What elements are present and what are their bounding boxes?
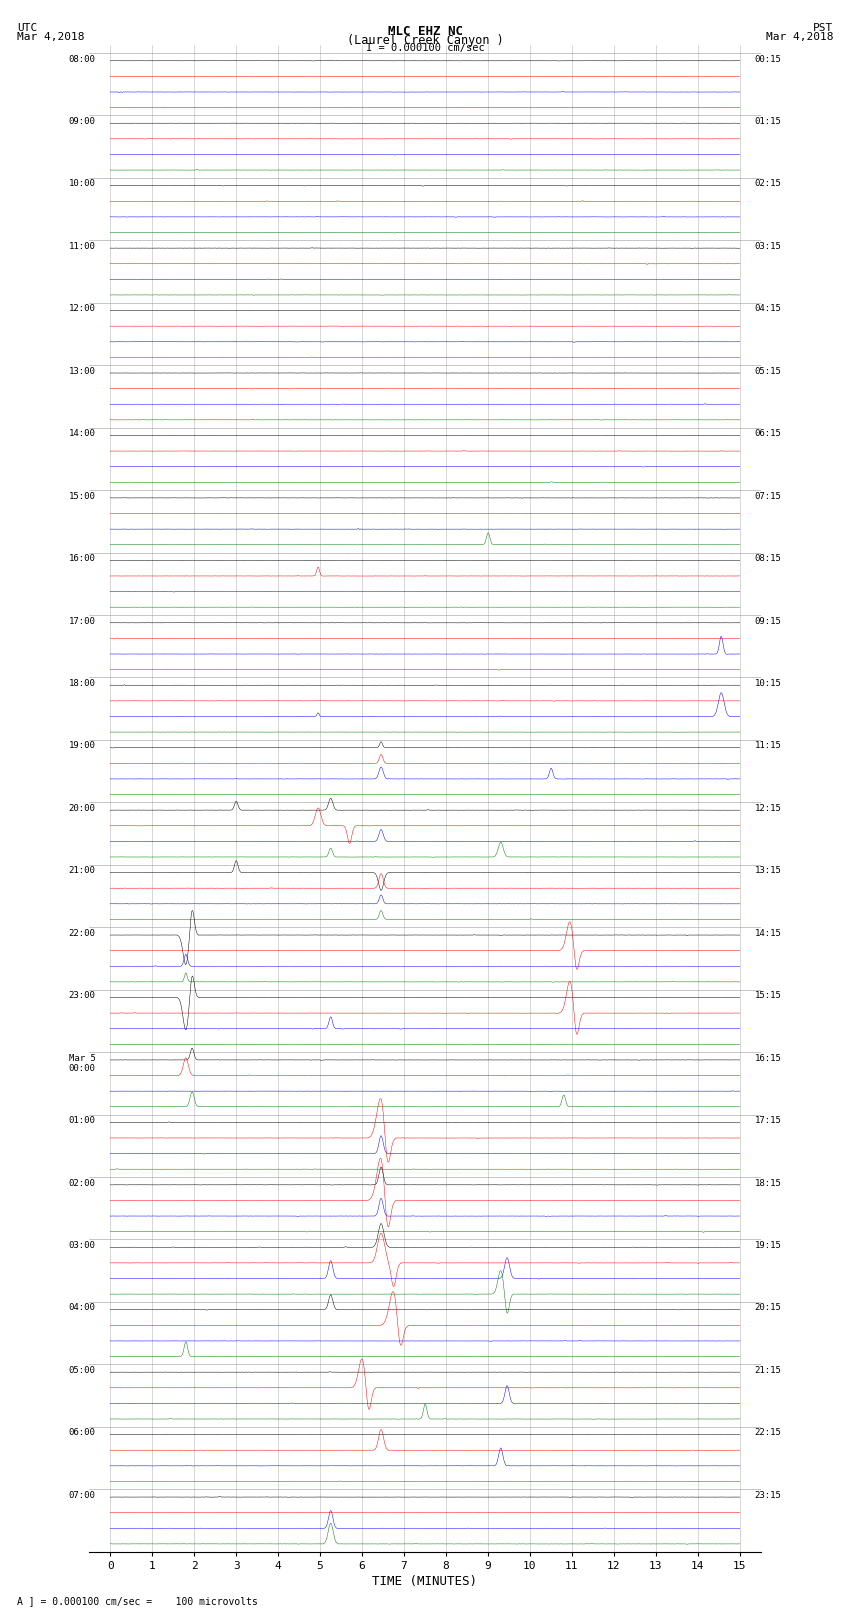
Text: 03:00: 03:00	[69, 1240, 95, 1250]
Text: 20:00: 20:00	[69, 803, 95, 813]
Text: 10:00: 10:00	[69, 179, 95, 189]
Text: 09:15: 09:15	[755, 616, 781, 626]
Text: 13:15: 13:15	[755, 866, 781, 876]
Text: 01:15: 01:15	[755, 118, 781, 126]
Text: 04:00: 04:00	[69, 1303, 95, 1313]
Text: 09:00: 09:00	[69, 118, 95, 126]
Text: 22:15: 22:15	[755, 1429, 781, 1437]
Text: Mar 5
00:00: Mar 5 00:00	[69, 1053, 95, 1073]
Text: A ] = 0.000100 cm/sec =    100 microvolts: A ] = 0.000100 cm/sec = 100 microvolts	[17, 1597, 258, 1607]
Text: 12:15: 12:15	[755, 803, 781, 813]
Text: 15:15: 15:15	[755, 992, 781, 1000]
Text: 11:00: 11:00	[69, 242, 95, 252]
Text: 08:00: 08:00	[69, 55, 95, 63]
Text: 19:15: 19:15	[755, 1240, 781, 1250]
Text: 07:15: 07:15	[755, 492, 781, 500]
Text: 04:15: 04:15	[755, 305, 781, 313]
Text: 17:15: 17:15	[755, 1116, 781, 1126]
Text: 06:15: 06:15	[755, 429, 781, 439]
Text: 03:15: 03:15	[755, 242, 781, 252]
Text: 06:00: 06:00	[69, 1429, 95, 1437]
Text: (Laurel Creek Canyon ): (Laurel Creek Canyon )	[347, 34, 503, 47]
Text: 01:00: 01:00	[69, 1116, 95, 1126]
Text: 21:00: 21:00	[69, 866, 95, 876]
Text: 07:00: 07:00	[69, 1490, 95, 1500]
Text: 23:00: 23:00	[69, 992, 95, 1000]
Text: 16:15: 16:15	[755, 1053, 781, 1063]
Text: 21:15: 21:15	[755, 1366, 781, 1374]
Text: UTC: UTC	[17, 24, 37, 34]
Text: 08:15: 08:15	[755, 555, 781, 563]
Text: 20:15: 20:15	[755, 1303, 781, 1313]
Text: MLC EHZ NC: MLC EHZ NC	[388, 24, 462, 39]
Text: 22:00: 22:00	[69, 929, 95, 937]
Text: 14:15: 14:15	[755, 929, 781, 937]
Text: 15:00: 15:00	[69, 492, 95, 500]
Text: Mar 4,2018: Mar 4,2018	[17, 32, 84, 42]
Text: 16:00: 16:00	[69, 555, 95, 563]
Text: 02:15: 02:15	[755, 179, 781, 189]
Text: 10:15: 10:15	[755, 679, 781, 689]
Text: PST: PST	[813, 24, 833, 34]
Text: 17:00: 17:00	[69, 616, 95, 626]
Text: 00:15: 00:15	[755, 55, 781, 63]
Text: 19:00: 19:00	[69, 742, 95, 750]
Text: 11:15: 11:15	[755, 742, 781, 750]
Text: I = 0.000100 cm/sec: I = 0.000100 cm/sec	[366, 44, 484, 53]
X-axis label: TIME (MINUTES): TIME (MINUTES)	[372, 1574, 478, 1587]
Text: 05:00: 05:00	[69, 1366, 95, 1374]
Text: 23:15: 23:15	[755, 1490, 781, 1500]
Text: 18:00: 18:00	[69, 679, 95, 689]
Text: 05:15: 05:15	[755, 366, 781, 376]
Text: Mar 4,2018: Mar 4,2018	[766, 32, 833, 42]
Text: 18:15: 18:15	[755, 1179, 781, 1187]
Text: 02:00: 02:00	[69, 1179, 95, 1187]
Text: 12:00: 12:00	[69, 305, 95, 313]
Text: 13:00: 13:00	[69, 366, 95, 376]
Text: 14:00: 14:00	[69, 429, 95, 439]
